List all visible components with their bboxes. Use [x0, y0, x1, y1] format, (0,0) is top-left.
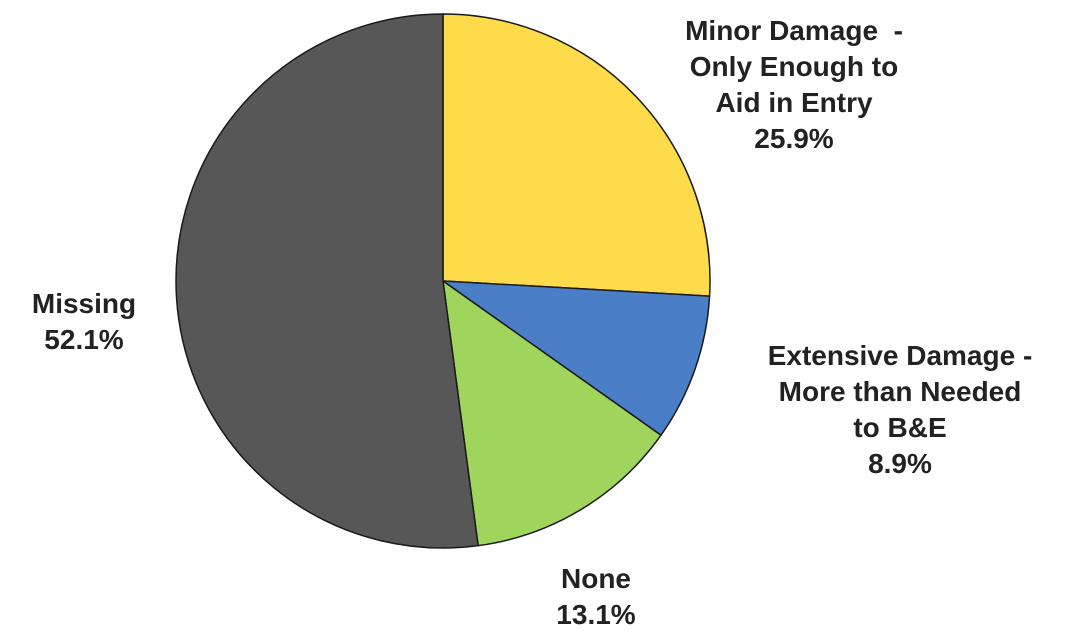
slice-label: Missing 52.1%: [32, 288, 136, 355]
slice-percent-label: 13.1%: [556, 599, 635, 629]
slice-category-label: to B&E: [853, 412, 946, 443]
slice-label: Extensive Damage - More than Needed to B&E…: [768, 340, 1033, 479]
slice-percent-label: 8.9%: [868, 448, 932, 479]
slice-category-label: Minor Damage -: [685, 15, 903, 46]
slice-percent-label: 25.9%: [754, 123, 833, 154]
slice-label: Minor Damage - Only Enough to Aid in Entry…: [685, 15, 903, 154]
slice-category-label: Extensive Damage -: [768, 340, 1033, 371]
labels-layer: Minor Damage - Only Enough to Aid in Entry…: [32, 15, 1033, 630]
slice-category-label: Missing: [32, 288, 136, 319]
slice-category-label: None: [561, 563, 631, 594]
slice-category-label: Aid in Entry: [715, 87, 873, 118]
slices-layer: [175, 13, 711, 549]
slice-percent-label: 52.1%: [44, 324, 123, 355]
slice-category-label: Only Enough to: [690, 51, 898, 82]
pie-slice: [442, 280, 711, 436]
pie-slice: [175, 13, 479, 549]
pie-slice: [442, 280, 662, 547]
pie-slice: [442, 13, 711, 297]
slice-label: None 13.1%: [556, 563, 635, 630]
slice-category-label: More than Needed: [779, 376, 1022, 407]
